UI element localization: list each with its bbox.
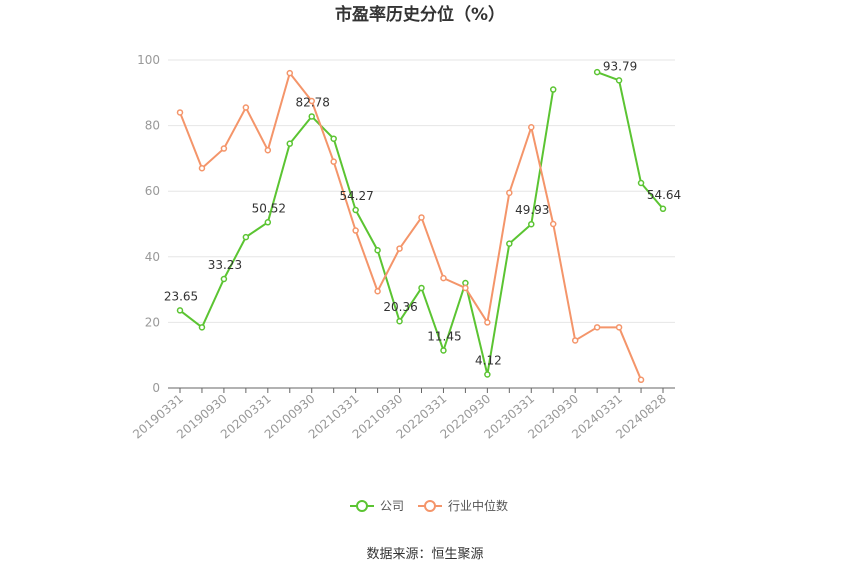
data-point-0: [484, 371, 491, 378]
legend-label: 行业中位数: [448, 498, 508, 513]
series-line-0: [179, 89, 555, 376]
series-group: [176, 68, 667, 384]
legend-item-1[interactable]: 行业中位数: [418, 498, 508, 513]
data-point-1: [637, 376, 645, 384]
data-point-0: [528, 220, 535, 228]
data-point-1: [440, 274, 447, 282]
data-point-0: [264, 219, 272, 226]
data-point-0: [637, 179, 645, 187]
data-point-0: [352, 206, 359, 214]
data-point-0: [242, 233, 250, 241]
data-label: 82.78: [296, 95, 330, 109]
data-point-0: [286, 140, 294, 147]
data-point-0: [374, 246, 381, 254]
y-tick-label: 40: [145, 250, 160, 264]
data-point-1: [330, 158, 337, 165]
data-point-0: [176, 307, 184, 314]
source-note: 数据来源：恒生聚源: [366, 547, 483, 562]
legend-label: 公司: [380, 499, 404, 513]
data-point-1: [528, 123, 535, 131]
legend-swatch-marker: [424, 500, 436, 512]
data-point-1: [593, 324, 601, 331]
data-point-1: [571, 337, 579, 344]
data-label: 54.27: [339, 189, 373, 203]
data-point-1: [396, 245, 403, 252]
data-label: 50.52: [252, 201, 286, 215]
data-point-1: [264, 146, 272, 154]
data-point-0: [440, 347, 447, 354]
data-point-1: [176, 109, 184, 116]
data-label: 11.45: [427, 329, 461, 343]
y-axis: 0 20 40 60 80 100: [137, 53, 160, 395]
y-tick-label: 60: [145, 184, 160, 198]
y-tick-label: 0: [152, 381, 160, 395]
data-point-0: [549, 86, 557, 93]
data-point-1: [308, 97, 315, 105]
data-point-1: [220, 145, 228, 152]
data-point-1: [286, 69, 294, 77]
data-label: 54.64: [647, 188, 681, 202]
data-label: 20.36: [383, 300, 417, 314]
data-point-0: [330, 135, 337, 142]
data-label: 33.23: [208, 258, 242, 272]
data-point-0: [198, 324, 206, 331]
data-point-1: [549, 220, 557, 228]
y-tick-label: 80: [145, 119, 160, 133]
data-point-0: [593, 68, 601, 76]
y-tick-label: 20: [145, 315, 160, 329]
data-point-0: [396, 317, 403, 325]
grid-lines: [168, 59, 675, 323]
series-line-0: [596, 71, 664, 210]
data-label: 93.79: [603, 59, 637, 73]
data-point-0: [308, 113, 315, 120]
data-point-0: [659, 205, 667, 213]
data-label: 23.65: [164, 289, 198, 303]
legend-swatch-marker: [356, 500, 368, 512]
legend[interactable]: 公司 行业中位数: [350, 498, 508, 513]
data-point-1: [506, 189, 513, 197]
data-labels: 23.65 33.23 50.52 82.78 54.27 20.36 11.45 4.12 4…: [164, 59, 681, 367]
data-point-0: [220, 275, 228, 283]
data-label: 49.93: [515, 203, 549, 217]
data-point-1: [352, 227, 359, 234]
data-point-1: [615, 324, 623, 331]
data-point-1: [418, 214, 425, 221]
data-point-1: [198, 164, 206, 172]
data-point-1: [374, 287, 381, 295]
x-axis: 2019033120190930202003312020093020210331…: [130, 388, 669, 442]
chart-title: 市盈率历史分位（%）: [335, 4, 505, 25]
data-point-0: [418, 284, 425, 292]
data-point-1: [462, 284, 469, 292]
data-label: 4.12: [475, 353, 502, 367]
data-point-0: [506, 240, 513, 247]
data-point-1: [242, 104, 250, 111]
series-line-1: [179, 72, 642, 381]
data-point-0: [615, 77, 623, 84]
legend-item-0[interactable]: 公司: [350, 499, 404, 513]
y-tick-label: 100: [137, 53, 160, 67]
data-point-1: [484, 319, 491, 326]
